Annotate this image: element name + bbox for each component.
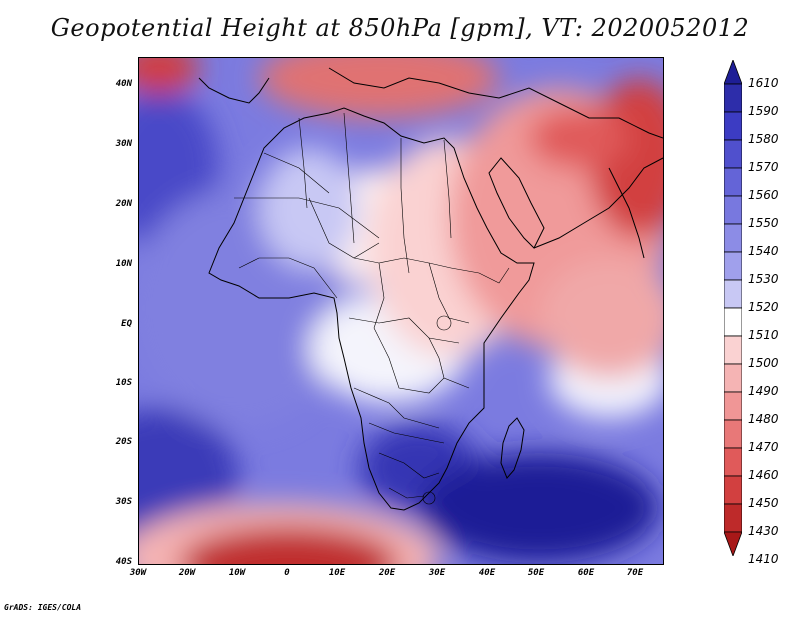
lat-label-20n: 20N: [115, 199, 132, 209]
colorbar-label: 1550: [748, 216, 779, 230]
colorbar-segment: [724, 83, 742, 113]
mediterranean-coast: [328, 67, 663, 139]
country-borders: [234, 112, 510, 505]
lon-label-30e: 30E: [428, 568, 446, 578]
colorbar-segment: [724, 139, 742, 169]
lon-label-10w: 10W: [228, 568, 246, 578]
lat-label-10s: 10S: [115, 378, 132, 388]
lat-label-10n: 10N: [115, 259, 132, 269]
colorbar-label: 1580: [748, 132, 779, 146]
colorbar-label: 1510: [748, 328, 779, 342]
colorbar-bottom-arrow: [724, 531, 742, 556]
lat-label-eq: EQ: [121, 319, 132, 329]
colorbar-label: 1500: [748, 356, 779, 370]
colorbar-label: 1460: [748, 468, 779, 482]
lon-label-20w: 20W: [178, 568, 196, 578]
lon-label-40e: 40E: [478, 568, 496, 578]
colorbar-label: 1410: [748, 552, 779, 566]
colorbar-segment: [724, 279, 742, 309]
colorbar: [724, 60, 742, 556]
colorbar-segment: [724, 335, 742, 365]
colorbar-top-arrow: [724, 60, 742, 85]
india-west-coast: [608, 167, 645, 259]
colorbar-segment: [724, 307, 742, 337]
arabia-south-coast: [533, 157, 663, 249]
lon-label-30w: 30W: [129, 568, 147, 578]
africa-coastline: [208, 107, 535, 511]
colorbar-segment: [724, 475, 742, 505]
lat-label-20s: 20S: [115, 437, 132, 447]
colorbar-label: 1490: [748, 384, 779, 398]
colorbar-label: 1520: [748, 300, 779, 314]
colorbar-label: 1610: [748, 76, 779, 90]
credit-text: GrADS: IGES/COLA: [4, 603, 82, 612]
colorbar-label: 1540: [748, 244, 779, 258]
colorbar-segment: [724, 167, 742, 197]
madagascar-coastline: [500, 417, 525, 479]
colorbar-segment: [724, 223, 742, 253]
lat-label-30n: 30N: [115, 139, 132, 149]
colorbar-segment: [724, 447, 742, 477]
colorbar-label: 1470: [748, 440, 779, 454]
chart-title: Geopotential Height at 850hPa [gpm], VT:…: [50, 14, 750, 42]
coastlines: [198, 67, 663, 511]
colorbar-segment: [724, 503, 742, 533]
height-field-shading: [139, 58, 663, 564]
lat-label-30s: 30S: [115, 497, 132, 507]
colorbar-label: 1590: [748, 104, 779, 118]
lat-label-40s: 40S: [115, 557, 132, 567]
lon-label-0: 0: [284, 568, 290, 578]
colorbar-segment: [724, 419, 742, 449]
lon-label-20e: 20E: [378, 568, 396, 578]
lon-label-10e: 10E: [328, 568, 346, 578]
lon-label-60e: 60E: [577, 568, 595, 578]
colorbar-segment: [724, 363, 742, 393]
map-canvas: [139, 58, 663, 564]
colorbar-label: 1430: [748, 524, 779, 538]
colorbar-label: 1530: [748, 272, 779, 286]
colorbar-segment: [724, 195, 742, 225]
colorbar-label: 1570: [748, 160, 779, 174]
arabia-red-sea-coast: [488, 157, 545, 249]
colorbar-label: 1560: [748, 188, 779, 202]
colorbar-label: 1450: [748, 496, 779, 510]
colorbar-segment: [724, 391, 742, 421]
lon-label-50e: 50E: [527, 568, 545, 578]
colorbar-segment: [724, 251, 742, 281]
colorbar-segment: [724, 111, 742, 141]
lon-label-70e: 70E: [626, 568, 644, 578]
colorbar-label: 1480: [748, 412, 779, 426]
iberia-coast: [198, 77, 270, 104]
lat-label-40n: 40N: [115, 79, 132, 89]
map-plot-area: [138, 57, 664, 565]
